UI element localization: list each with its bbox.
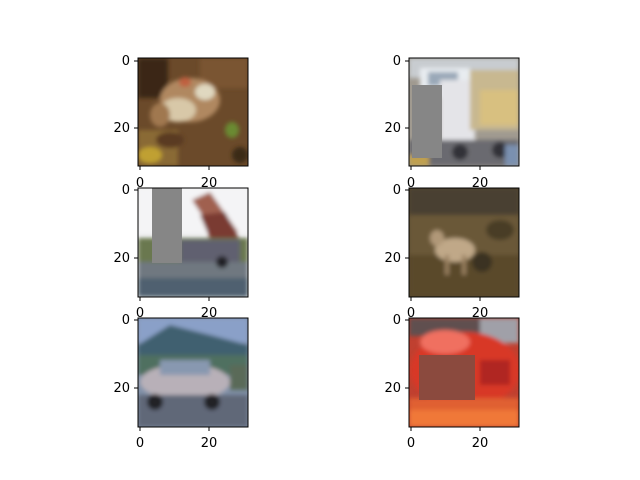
truck-2-xtick-20: 20 [201,306,218,321]
panel-deer: 0 20 [384,183,520,301]
truck-ytick-20: 20 [384,121,401,136]
automobile-2-axes-frame [408,317,520,428]
automobile-2-xtick-0: 0 [407,436,415,451]
frog-image [138,58,248,166]
deer-axes-frame [408,187,520,298]
truck-2-xtick-0: 0 [136,306,144,321]
panel-automobile-2: 0 20 0 20 [384,313,520,451]
truck-2-image [138,188,248,297]
truck-xtick-20: 20 [472,176,489,191]
truck-xtick-0: 0 [407,176,415,191]
frog-ytick-20: 20 [113,121,130,136]
frog-xtick-20: 20 [201,176,218,191]
automobile-ytick-20: 20 [113,381,130,396]
automobile-axes-frame [137,317,249,428]
automobile-ytick-0: 0 [122,313,130,328]
deer-xtick-0: 0 [407,306,415,321]
automobile-2-image [409,318,519,427]
panel-automobile: 0 20 0 20 [113,313,249,451]
deer-ytick-20: 20 [384,251,401,266]
deer-image [409,188,519,297]
truck-image [409,58,519,166]
automobile-xtick-20: 20 [201,436,218,451]
automobile-2-occlusion-patch [419,355,475,400]
frog-axes-frame [137,57,249,167]
truck-axes-frame [408,57,520,167]
automobile-2-xtick-20: 20 [472,436,489,451]
truck-2-occlusion-patch [152,188,182,263]
panel-truck: 0 20 [384,54,520,170]
deer-xtick-20: 20 [472,306,489,321]
truck-2-axes-frame [137,187,249,298]
truck-2-ytick-0: 0 [122,183,130,198]
frog-ytick-0: 0 [122,54,130,69]
panel-truck-2: 0 20 [113,183,249,301]
truck-ytick-0: 0 [393,54,401,69]
automobile-image [138,318,248,427]
automobile-xtick-0: 0 [136,436,144,451]
truck-2-ytick-20: 20 [113,251,130,266]
automobile-2-ytick-20: 20 [384,381,401,396]
frog-xtick-0: 0 [136,176,144,191]
panel-frog: 0 20 [113,54,249,170]
automobile-2-ytick-0: 0 [393,313,401,328]
truck-occlusion-patch [412,85,442,158]
deer-ytick-0: 0 [393,183,401,198]
